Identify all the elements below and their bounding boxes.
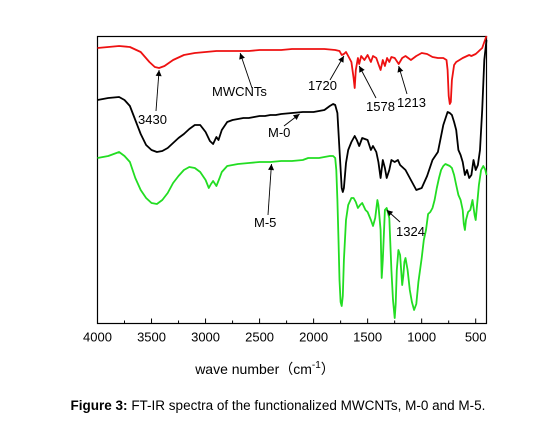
figure-caption: Figure 3: FT-IR spectra of the functiona… — [0, 398, 556, 413]
annotation-arrowhead — [268, 164, 275, 171]
series-group — [97, 35, 488, 319]
x-tick-label: 3000 — [191, 330, 220, 345]
caption-text: FT-IR spectra of the functionalized MWCN… — [127, 398, 486, 413]
x-axis-title: wave number（cm-1） — [194, 360, 335, 377]
annotation-arrow — [358, 65, 377, 99]
annotation-arrowhead — [155, 70, 162, 77]
annotation-arrowhead — [338, 56, 344, 63]
annotation-arrowhead — [239, 53, 245, 60]
annotation-label: 1324 — [396, 224, 425, 239]
x-tick-label: 1000 — [407, 330, 436, 345]
x-tick-label: 4000 — [83, 330, 112, 345]
x-tick-label: 2500 — [245, 330, 274, 345]
caption-label: Figure 3: — [70, 398, 128, 413]
x-tick-label: 3500 — [137, 330, 166, 345]
annotation-label: M-5 — [254, 215, 276, 230]
ftir-chart: 4000 3500 3000 2500 2000 1500 1000 500 MWCNTs 17… — [83, 35, 488, 377]
annotation-arrowhead — [359, 66, 365, 73]
plot-frame — [96, 35, 488, 325]
annotation-label: MWCNTs — [212, 84, 267, 99]
annotation-label: 1720 — [308, 78, 337, 93]
series-line-mwcnts — [97, 35, 488, 105]
series-line-m-0 — [97, 39, 488, 193]
annotation-arrowhead — [397, 66, 404, 73]
x-tick-label: 2000 — [299, 330, 328, 345]
annotations: MWCNTs 1720 3430 M-0 1578 1213 M-5 1324 — [138, 52, 426, 239]
x-tick-label: 500 — [465, 330, 487, 345]
x-ticks: 4000 3500 3000 2500 2000 1500 1000 500 — [83, 318, 487, 345]
annotation-label: M-0 — [268, 125, 290, 140]
annotation-arrow — [267, 163, 272, 216]
annotation-arrowhead — [386, 210, 394, 217]
annotation-label: 1213 — [397, 95, 426, 110]
series-line-m-5 — [97, 151, 488, 319]
annotation-arrowhead — [292, 114, 300, 121]
x-tick-label: 1500 — [353, 330, 382, 345]
annotation-arrow — [155, 69, 160, 112]
annotation-arrow — [239, 52, 253, 89]
annotation-label: 1578 — [366, 99, 395, 114]
annotation-label: 3430 — [138, 112, 167, 127]
